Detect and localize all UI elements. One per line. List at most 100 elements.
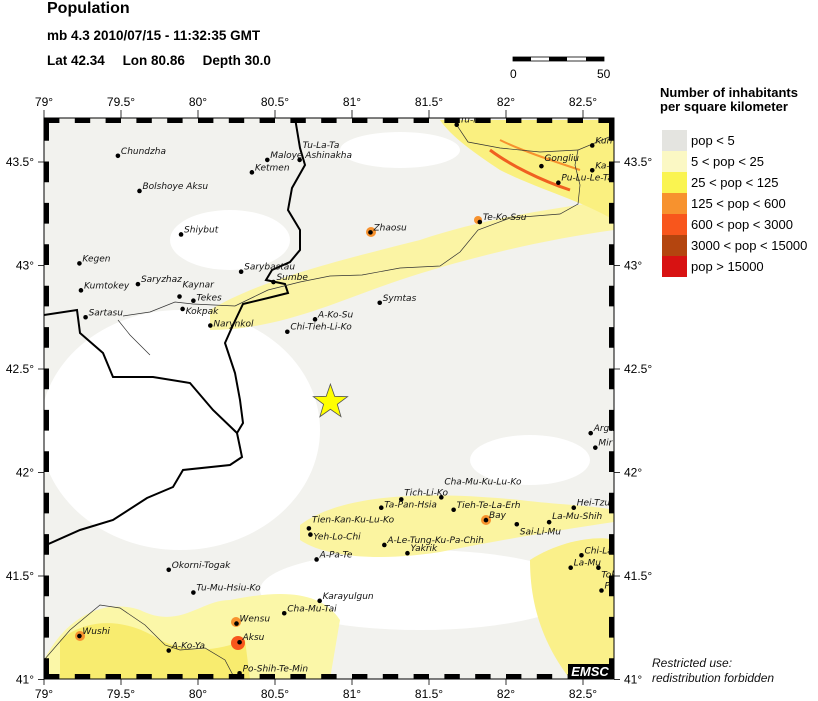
city-marker[interactable]: Sumbe <box>271 273 308 285</box>
city-marker[interactable]: Symtas <box>377 294 417 306</box>
city-marker[interactable]: Bolshoye Aksu <box>137 182 208 194</box>
city-marker[interactable]: A-Pa-Te <box>314 550 353 562</box>
city-marker[interactable]: Tu-Mu-Hsiu-Ko <box>191 584 261 595</box>
lon-tick-label-bottom: 80° <box>189 687 207 701</box>
city-marker[interactable]: Tu-Ma <box>454 116 487 128</box>
city-marker[interactable]: Kumtokey <box>78 281 130 293</box>
city-marker[interactable]: Kaynar <box>177 281 215 299</box>
city-marker[interactable]: Yeh-Lo-Chi <box>308 532 361 543</box>
city-label: Bolshoye Aksu <box>142 182 208 192</box>
city-label: Kumtokey <box>84 281 130 291</box>
legend-swatch <box>662 130 687 151</box>
legend-item: 600 < pop < 3000 <box>662 214 793 235</box>
city-label: Kokpak <box>186 307 220 317</box>
city-marker[interactable]: Sarybastau <box>238 263 296 275</box>
city-marker[interactable]: Wushi <box>77 627 110 639</box>
lon-tick-label-top: 81° <box>343 95 361 109</box>
city-label: Tich-Li-Ko <box>404 488 448 498</box>
lon-tick-label-bottom: 82° <box>497 687 515 701</box>
city-label: Shiybut <box>184 225 219 235</box>
city-label: Hei-Tzu <box>577 499 611 509</box>
lat-tick-label-left: 43° <box>16 259 34 273</box>
scale-min-label: 0 <box>510 67 517 81</box>
city-marker[interactable]: Maloye Ashinakha <box>265 151 352 163</box>
city-marker[interactable]: Karayulgun <box>317 592 374 604</box>
city-marker[interactable]: Ta-Pan-Hsia <box>378 501 437 511</box>
city-label: A-Pa-Te <box>319 550 353 560</box>
city-marker[interactable]: Ka-I <box>589 161 613 173</box>
lat-tick-label-left: 42° <box>16 466 34 480</box>
city-label: Chi-La <box>584 546 612 556</box>
city-label: Kegen <box>82 254 110 264</box>
city-marker[interactable]: Po-Shih-Te-Min <box>237 664 308 676</box>
city-marker[interactable]: Tich-Li-Ko <box>398 488 449 502</box>
city-label: Tieh-Te-La-Erh <box>457 501 521 511</box>
emsc-logo: EMSC <box>568 664 613 679</box>
city-label: A-Ko-Su <box>317 310 353 320</box>
city-label: A-Ko-Ya <box>171 642 205 652</box>
city-marker[interactable]: Kegen <box>77 254 111 266</box>
city-marker[interactable]: Shiybut <box>178 225 219 237</box>
city-marker[interactable]: Zhaosu <box>368 223 407 235</box>
city-marker[interactable]: Tu-La-Ta <box>297 141 339 163</box>
city-marker[interactable]: Chi-Tieh-Li-Ko <box>285 323 352 335</box>
city-dot-icon <box>115 153 121 159</box>
city-label: Gongliu <box>544 154 579 164</box>
lat-tick-label-left: 42.5° <box>6 362 34 376</box>
city-marker[interactable]: Chundzha <box>115 147 166 159</box>
city-dot-icon <box>568 565 573 571</box>
lon-tick-label-top: 82° <box>497 95 515 109</box>
city-marker[interactable]: Tekes <box>191 294 222 304</box>
city-marker[interactable]: Saryzhaz <box>135 275 182 287</box>
event-info: mb 4.3 2010/07/15 - 11:32:35 GMT <box>47 28 261 43</box>
city-dot-icon <box>83 314 88 320</box>
city-marker[interactable]: A-Ko-Su <box>312 310 354 322</box>
city-label: Kun <box>595 136 612 146</box>
city-marker[interactable]: Narynkol <box>208 320 254 330</box>
city-marker[interactable]: Sartasu <box>83 308 123 320</box>
legend-title-line2: per square kilometer <box>660 99 788 114</box>
city-marker[interactable]: Tok <box>596 565 617 581</box>
legend-item: pop > 15000 <box>662 256 764 277</box>
city-marker[interactable]: Pu-Lu-Le-Ta <box>556 174 613 185</box>
city-marker[interactable]: Kun <box>589 136 613 148</box>
lon-tick-label-top: 82.5° <box>569 95 597 109</box>
city-marker[interactable]: Aksu <box>237 633 265 645</box>
city-marker[interactable]: Chi-La <box>579 546 613 558</box>
city-marker[interactable]: Tien-Kan-Ku-Lu-Ko <box>306 515 395 531</box>
city-dot-icon <box>556 180 561 185</box>
city-marker[interactable]: Tieh-Te-La-Erh <box>451 501 521 513</box>
city-marker[interactable]: Yakrik <box>405 544 438 556</box>
city-dot-icon <box>377 300 383 306</box>
city-marker[interactable]: Bay <box>483 511 507 523</box>
legend-item: 3000 < pop < 15000 <box>662 235 807 256</box>
city-marker[interactable]: La-Mu <box>568 559 601 571</box>
city-dot-icon <box>368 230 373 235</box>
city-marker[interactable]: Cha-Mu-Ku-Lu-Ko <box>439 477 522 500</box>
city-marker[interactable]: A-Le-Tung-Ku-Pa-Chih <box>382 536 484 548</box>
city-marker[interactable]: Cha-Mu-Tai <box>281 604 337 616</box>
city-marker[interactable]: Kokpak <box>180 306 220 317</box>
city-marker[interactable]: A-Ko-Ya <box>166 642 205 653</box>
epicenter-star-icon[interactable] <box>312 382 349 418</box>
city-dot-icon <box>477 219 483 225</box>
city-marker[interactable]: Te-Ko-Ssu <box>477 213 527 225</box>
lon-tick-label-top: 80° <box>189 95 207 109</box>
city-dot-icon <box>285 329 290 335</box>
city-marker[interactable]: Hei-Tzu <box>571 499 610 510</box>
city-dot-icon <box>166 648 172 653</box>
city-marker[interactable]: Mir <box>593 439 614 450</box>
city-marker[interactable]: Ketmen <box>249 163 290 175</box>
city-label: La-Mu-Shih <box>552 512 602 522</box>
redistribution-notice: redistribution forbidden <box>652 671 774 685</box>
city-label: Narynkol <box>213 320 254 330</box>
city-marker[interactable]: Gongliu <box>539 154 579 169</box>
city-marker[interactable]: Argu <box>588 424 615 436</box>
lon-tick-label-bottom: 82.5° <box>569 687 597 701</box>
city-marker[interactable]: Sai-Li-Mu <box>514 521 561 537</box>
legend-swatch <box>662 172 687 193</box>
city-marker[interactable]: Wensu <box>234 615 270 626</box>
lat-tick-label-right: 41.5° <box>624 569 652 583</box>
city-marker[interactable]: La-Mu-Shih <box>546 512 603 525</box>
city-marker[interactable]: Okorni-Togak <box>166 561 231 573</box>
